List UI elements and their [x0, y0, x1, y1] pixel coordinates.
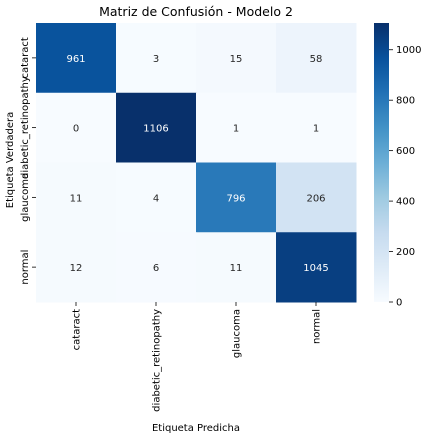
cell-value-label: 12 [70, 263, 83, 274]
heatmap-cell [36, 23, 117, 94]
cell-value-label: 1 [313, 124, 319, 135]
heatmap-cell [196, 162, 277, 233]
colorbar-tick-label: 800 [396, 96, 415, 107]
cell-value-label: 4 [153, 193, 159, 204]
cell-value-label: 1 [233, 124, 239, 135]
cell-value-label: 1106 [143, 124, 168, 135]
colorbar-ticks: 0 200 400 600 800 1000 [389, 45, 421, 309]
y-tick-label: glaucoma [20, 173, 31, 222]
heatmap-cell [276, 162, 357, 233]
x-axis-ticks: cataract diabetic_retinopathy glaucoma norm… [72, 302, 323, 412]
cell-value-label: 6 [153, 263, 159, 274]
heatmap-cell [116, 162, 197, 233]
x-tick-label: normal [312, 309, 323, 344]
chart-title: Matriz de Confusión - Modelo 2 [99, 4, 293, 19]
colorbar-tick-label: 400 [396, 197, 415, 208]
cell-value-label: 15 [230, 54, 243, 65]
heatmap-cell [276, 23, 357, 94]
cell-value-label: 11 [70, 193, 83, 204]
heatmap-cell [116, 92, 197, 163]
heatmap-cell [276, 232, 357, 303]
heatmap-cell [36, 232, 117, 303]
colorbar-tick-label: 1000 [396, 45, 421, 56]
cell-value-label: 3 [153, 54, 159, 65]
colorbar [374, 23, 389, 302]
heatmap-cell [196, 92, 277, 163]
heatmap-cell [116, 23, 197, 94]
y-tick-label: cataract [20, 37, 31, 78]
heatmap-cell [116, 232, 197, 303]
y-axis-label: Etiqueta Verdadera [5, 112, 16, 208]
heatmap-cell [196, 232, 277, 303]
cell-value-label: 206 [306, 193, 325, 204]
y-tick-label: diabetic_retinopathy [20, 76, 31, 179]
cell-value-label: 58 [310, 54, 323, 65]
cell-value-label: 11 [230, 263, 243, 274]
cell-value-label: 961 [66, 54, 85, 65]
x-tick-label: cataract [72, 309, 83, 350]
cell-value-label: 0 [73, 124, 79, 135]
heatmap-cell [196, 23, 277, 94]
x-tick-label: glaucoma [232, 309, 243, 358]
colorbar-tick-label: 0 [396, 298, 402, 309]
x-tick-label: diabetic_retinopathy [152, 309, 163, 412]
heatmap-cell [36, 92, 117, 163]
heatmap-cell [276, 92, 357, 163]
heatmap-cell [36, 162, 117, 233]
colorbar-tick-label: 200 [396, 247, 415, 258]
y-tick-label: normal [20, 250, 31, 285]
colorbar-tick-label: 600 [396, 146, 415, 157]
cell-value-label: 796 [226, 193, 245, 204]
x-axis-label: Etiqueta Predicha [152, 423, 240, 434]
cell-value-label: 1045 [303, 263, 328, 274]
